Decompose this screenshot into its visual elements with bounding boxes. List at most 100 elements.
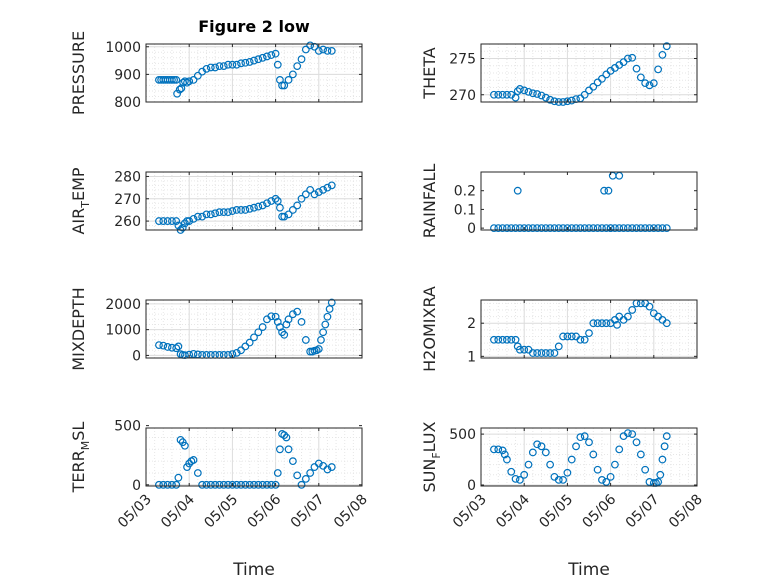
data-point: [306, 41, 315, 50]
data-point: [503, 224, 511, 233]
y-tick-label: 900: [114, 67, 141, 83]
x-tick-label: 05/06: [245, 491, 285, 531]
data-point: [176, 435, 185, 444]
y-tick-label: 1000: [105, 323, 141, 339]
data-point: [662, 42, 671, 51]
data-point: [511, 474, 520, 483]
plot-area: [146, 172, 362, 230]
data-point: [490, 445, 498, 454]
data-point: [559, 224, 567, 233]
data-point: [263, 480, 271, 489]
axes-box: [145, 171, 363, 231]
figure-title: Figure 2 low: [198, 17, 310, 36]
data-point: [498, 335, 507, 344]
data-point: [219, 480, 228, 489]
data-point: [321, 320, 330, 329]
data-point: [580, 90, 589, 99]
y-tick-label: 0: [132, 348, 141, 364]
data-point: [515, 345, 524, 354]
subplot-1: 800 900 1000 PRESSURE: [69, 31, 363, 115]
data-point: [498, 224, 507, 233]
data-point: [546, 460, 555, 469]
data-point: [645, 81, 654, 90]
data-point: [202, 64, 211, 73]
data-point: [273, 318, 282, 326]
data-point: [600, 186, 609, 195]
data-point: [319, 185, 328, 194]
data-point: [623, 429, 632, 437]
data-point: [611, 224, 619, 233]
y-axis-label-main: SUN: [420, 459, 439, 493]
data-point: [282, 320, 291, 329]
x-tick-label: 05/07: [623, 492, 663, 532]
data-point: [641, 465, 650, 474]
data-point: [306, 185, 315, 194]
data-point: [159, 341, 168, 350]
data-point: [245, 480, 254, 489]
data-point: [224, 208, 232, 217]
data-point: [494, 335, 503, 344]
data-point: [520, 345, 529, 354]
data-point: [515, 85, 524, 93]
data-point: [567, 332, 576, 341]
y-axis-label-subscript: M: [79, 441, 92, 451]
data-point: [654, 478, 663, 486]
data-point: [490, 90, 498, 99]
axes-box: [145, 299, 363, 359]
data-series: [490, 171, 671, 233]
data-point: [628, 53, 637, 62]
data-point: [563, 468, 572, 477]
data-series: [490, 299, 671, 357]
data-point: [567, 455, 576, 464]
data-point: [580, 224, 589, 233]
data-point: [628, 306, 637, 314]
data-point: [278, 81, 286, 90]
data-point: [515, 224, 524, 233]
data-point: [520, 470, 529, 479]
data-point: [215, 480, 224, 489]
data-point: [513, 186, 522, 195]
data-point: [528, 89, 537, 98]
y-axis-label-main: AIR: [69, 208, 88, 235]
data-point: [271, 480, 280, 489]
data-point: [189, 349, 198, 358]
data-point: [567, 96, 576, 105]
data-point: [276, 203, 284, 212]
data-point: [193, 71, 202, 80]
data-point: [314, 47, 323, 55]
y-axis-label-tail: LUX: [420, 421, 439, 452]
data-point: [241, 58, 250, 67]
data-point: [293, 62, 302, 70]
y-tick-label: 500: [449, 427, 476, 443]
y-axis-label: THETA: [420, 47, 439, 99]
data-point: [503, 455, 511, 464]
data-point: [263, 52, 271, 61]
data-point: [245, 204, 254, 213]
data-point: [533, 440, 542, 449]
data-point: [178, 223, 187, 232]
data-series: [155, 181, 336, 234]
data-point: [297, 318, 306, 326]
data-point: [206, 210, 215, 219]
data-point: [306, 469, 315, 477]
data-point: [215, 62, 224, 70]
data-point: [490, 224, 498, 233]
data-point: [507, 467, 516, 476]
data-point: [520, 224, 529, 233]
data-point: [623, 224, 632, 233]
data-point: [541, 224, 550, 233]
data-point: [180, 441, 189, 450]
y-axis-label: PRESSURE: [69, 31, 88, 115]
data-point: [250, 333, 258, 342]
x-tick-label: 05/05: [536, 492, 576, 532]
y-axis-label-main: PRESSURE: [69, 31, 88, 115]
y-tick-label: 270: [114, 192, 141, 208]
data-point: [155, 217, 163, 225]
data-point: [576, 433, 585, 442]
y-tick-label: 280: [114, 169, 141, 185]
data-point: [198, 480, 207, 489]
y-axis-label-main: THETA: [420, 47, 439, 99]
data-point: [593, 319, 602, 328]
data-point: [317, 336, 325, 344]
data-point: [172, 217, 181, 225]
